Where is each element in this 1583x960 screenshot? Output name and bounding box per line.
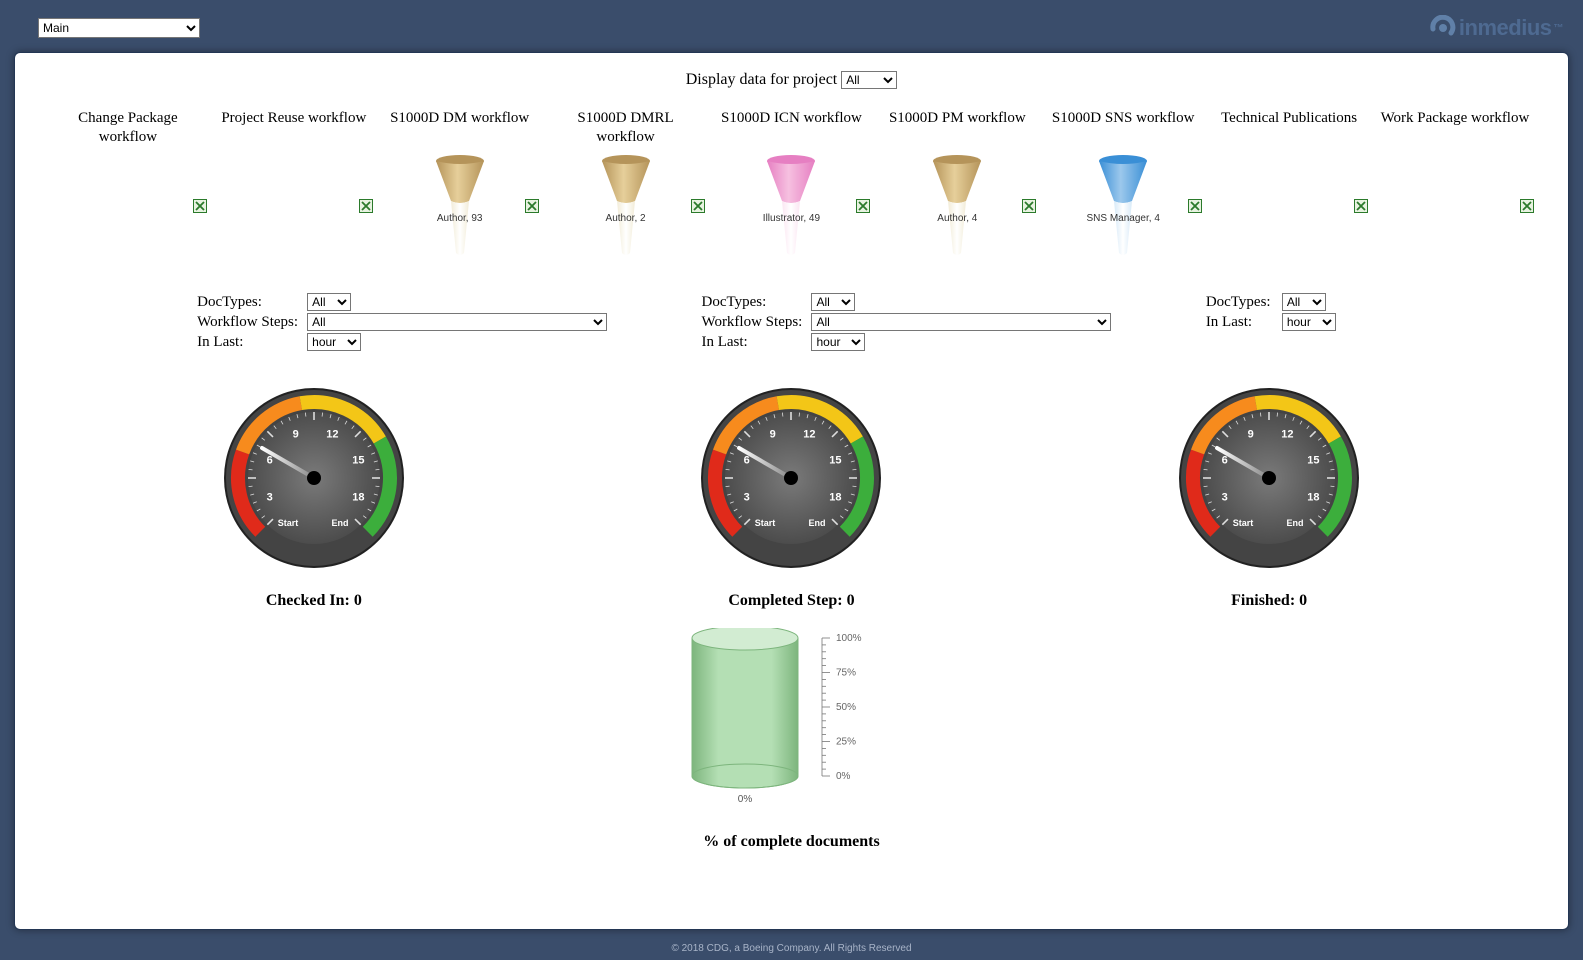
svg-text:End: End <box>809 518 826 528</box>
svg-text:Start: Start <box>278 518 299 528</box>
svg-text:Start: Start <box>755 518 776 528</box>
excel-export-icon[interactable] <box>1188 199 1202 213</box>
doctypes-select-1[interactable]: All <box>307 293 351 311</box>
gauge-caption: Finished: 0 <box>1109 592 1429 610</box>
svg-text:50%: 50% <box>836 702 856 713</box>
doctypes-label-2: DocTypes: <box>701 294 811 311</box>
page-select[interactable]: Main <box>38 18 200 38</box>
workflow-title: Work Package workflow <box>1380 109 1530 149</box>
svg-text:0%: 0% <box>836 771 851 782</box>
steps-select-1[interactable]: All <box>307 313 607 331</box>
svg-text:3: 3 <box>744 491 750 503</box>
svg-text:3: 3 <box>266 491 272 503</box>
funnel-label: Author, 2 <box>606 213 646 224</box>
excel-export-icon[interactable] <box>856 199 870 213</box>
svg-text:25%: 25% <box>836 737 856 748</box>
gauge-caption: Completed Step: 0 <box>631 592 951 610</box>
footer-copyright: © 2018 CDG, a Boeing Company. All Rights… <box>0 943 1583 954</box>
excel-export-icon[interactable] <box>1022 199 1036 213</box>
svg-text:3: 3 <box>1222 491 1228 503</box>
inlast-select-3[interactable]: hour <box>1282 313 1336 331</box>
svg-text:12: 12 <box>804 429 816 441</box>
project-filter-label: Display data for project <box>686 71 838 88</box>
workflow-title: Change Package workflow <box>53 109 203 149</box>
workflow-title: S1000D DMRL workflow <box>551 109 701 149</box>
svg-text:9: 9 <box>292 429 298 441</box>
svg-text:End: End <box>331 518 348 528</box>
svg-text:6: 6 <box>266 455 272 467</box>
svg-text:12: 12 <box>326 429 338 441</box>
workflow-title: S1000D PM workflow <box>882 109 1032 149</box>
doctypes-select-2[interactable]: All <box>811 293 855 311</box>
steps-label-1: Workflow Steps: <box>197 314 307 331</box>
svg-text:75%: 75% <box>836 668 856 679</box>
funnel-label: SNS Manager, 4 <box>1087 213 1160 224</box>
workflow-title: S1000D SNS workflow <box>1048 109 1198 149</box>
funnel-label: Author, 93 <box>437 213 483 224</box>
excel-export-icon[interactable] <box>525 199 539 213</box>
funnel-label: Illustrator, 49 <box>763 213 820 224</box>
gauge-chart: 3 6 9 12 15 18 Start End <box>154 383 474 578</box>
svg-text:15: 15 <box>352 455 364 467</box>
doctypes-label-3: DocTypes: <box>1206 294 1282 311</box>
cylinder-caption: % of complete documents <box>592 833 992 851</box>
workflow-title: S1000D DM workflow <box>385 109 535 149</box>
cylinder-chart: 0% 25% 50% 75% 100% 0% <box>662 628 922 804</box>
inlast-label-3: In Last: <box>1206 314 1282 331</box>
workflow-title: Project Reuse workflow <box>219 109 369 149</box>
doctypes-label-1: DocTypes: <box>197 294 307 311</box>
inlast-select-1[interactable]: hour <box>307 333 361 351</box>
svg-text:6: 6 <box>1222 455 1228 467</box>
svg-text:12: 12 <box>1281 429 1293 441</box>
svg-text:9: 9 <box>1248 429 1254 441</box>
funnel-label: Author, 4 <box>937 213 977 224</box>
steps-label-2: Workflow Steps: <box>701 314 811 331</box>
steps-select-2[interactable]: All <box>811 313 1111 331</box>
svg-text:18: 18 <box>1307 491 1319 503</box>
svg-text:18: 18 <box>352 491 364 503</box>
gauge-chart: 3 6 9 12 15 18 Start End <box>631 383 951 578</box>
doctypes-select-3[interactable]: All <box>1282 293 1326 311</box>
svg-text:0%: 0% <box>737 794 752 804</box>
svg-text:100%: 100% <box>836 633 862 644</box>
svg-text:9: 9 <box>770 429 776 441</box>
svg-text:Start: Start <box>1233 518 1254 528</box>
gauge-chart: 3 6 9 12 15 18 Start End <box>1109 383 1429 578</box>
project-select[interactable]: All <box>841 71 897 89</box>
svg-text:15: 15 <box>830 455 842 467</box>
excel-export-icon[interactable] <box>1520 199 1534 213</box>
logo-text: inmedius <box>1459 15 1552 41</box>
inlast-select-2[interactable]: hour <box>811 333 865 351</box>
inmedius-logo: inmedius ™ <box>1429 15 1563 41</box>
inlast-label-1: In Last: <box>197 334 307 351</box>
excel-export-icon[interactable] <box>1354 199 1368 213</box>
gauge-caption: Checked In: 0 <box>154 592 474 610</box>
workflow-title: Technical Publications <box>1214 109 1364 149</box>
svg-text:End: End <box>1287 518 1304 528</box>
workflow-title: S1000D ICN workflow <box>716 109 866 149</box>
svg-text:6: 6 <box>744 455 750 467</box>
svg-text:18: 18 <box>830 491 842 503</box>
excel-export-icon[interactable] <box>691 199 705 213</box>
svg-text:15: 15 <box>1307 455 1319 467</box>
excel-export-icon[interactable] <box>359 199 373 213</box>
inlast-label-2: In Last: <box>701 334 811 351</box>
excel-export-icon[interactable] <box>193 199 207 213</box>
